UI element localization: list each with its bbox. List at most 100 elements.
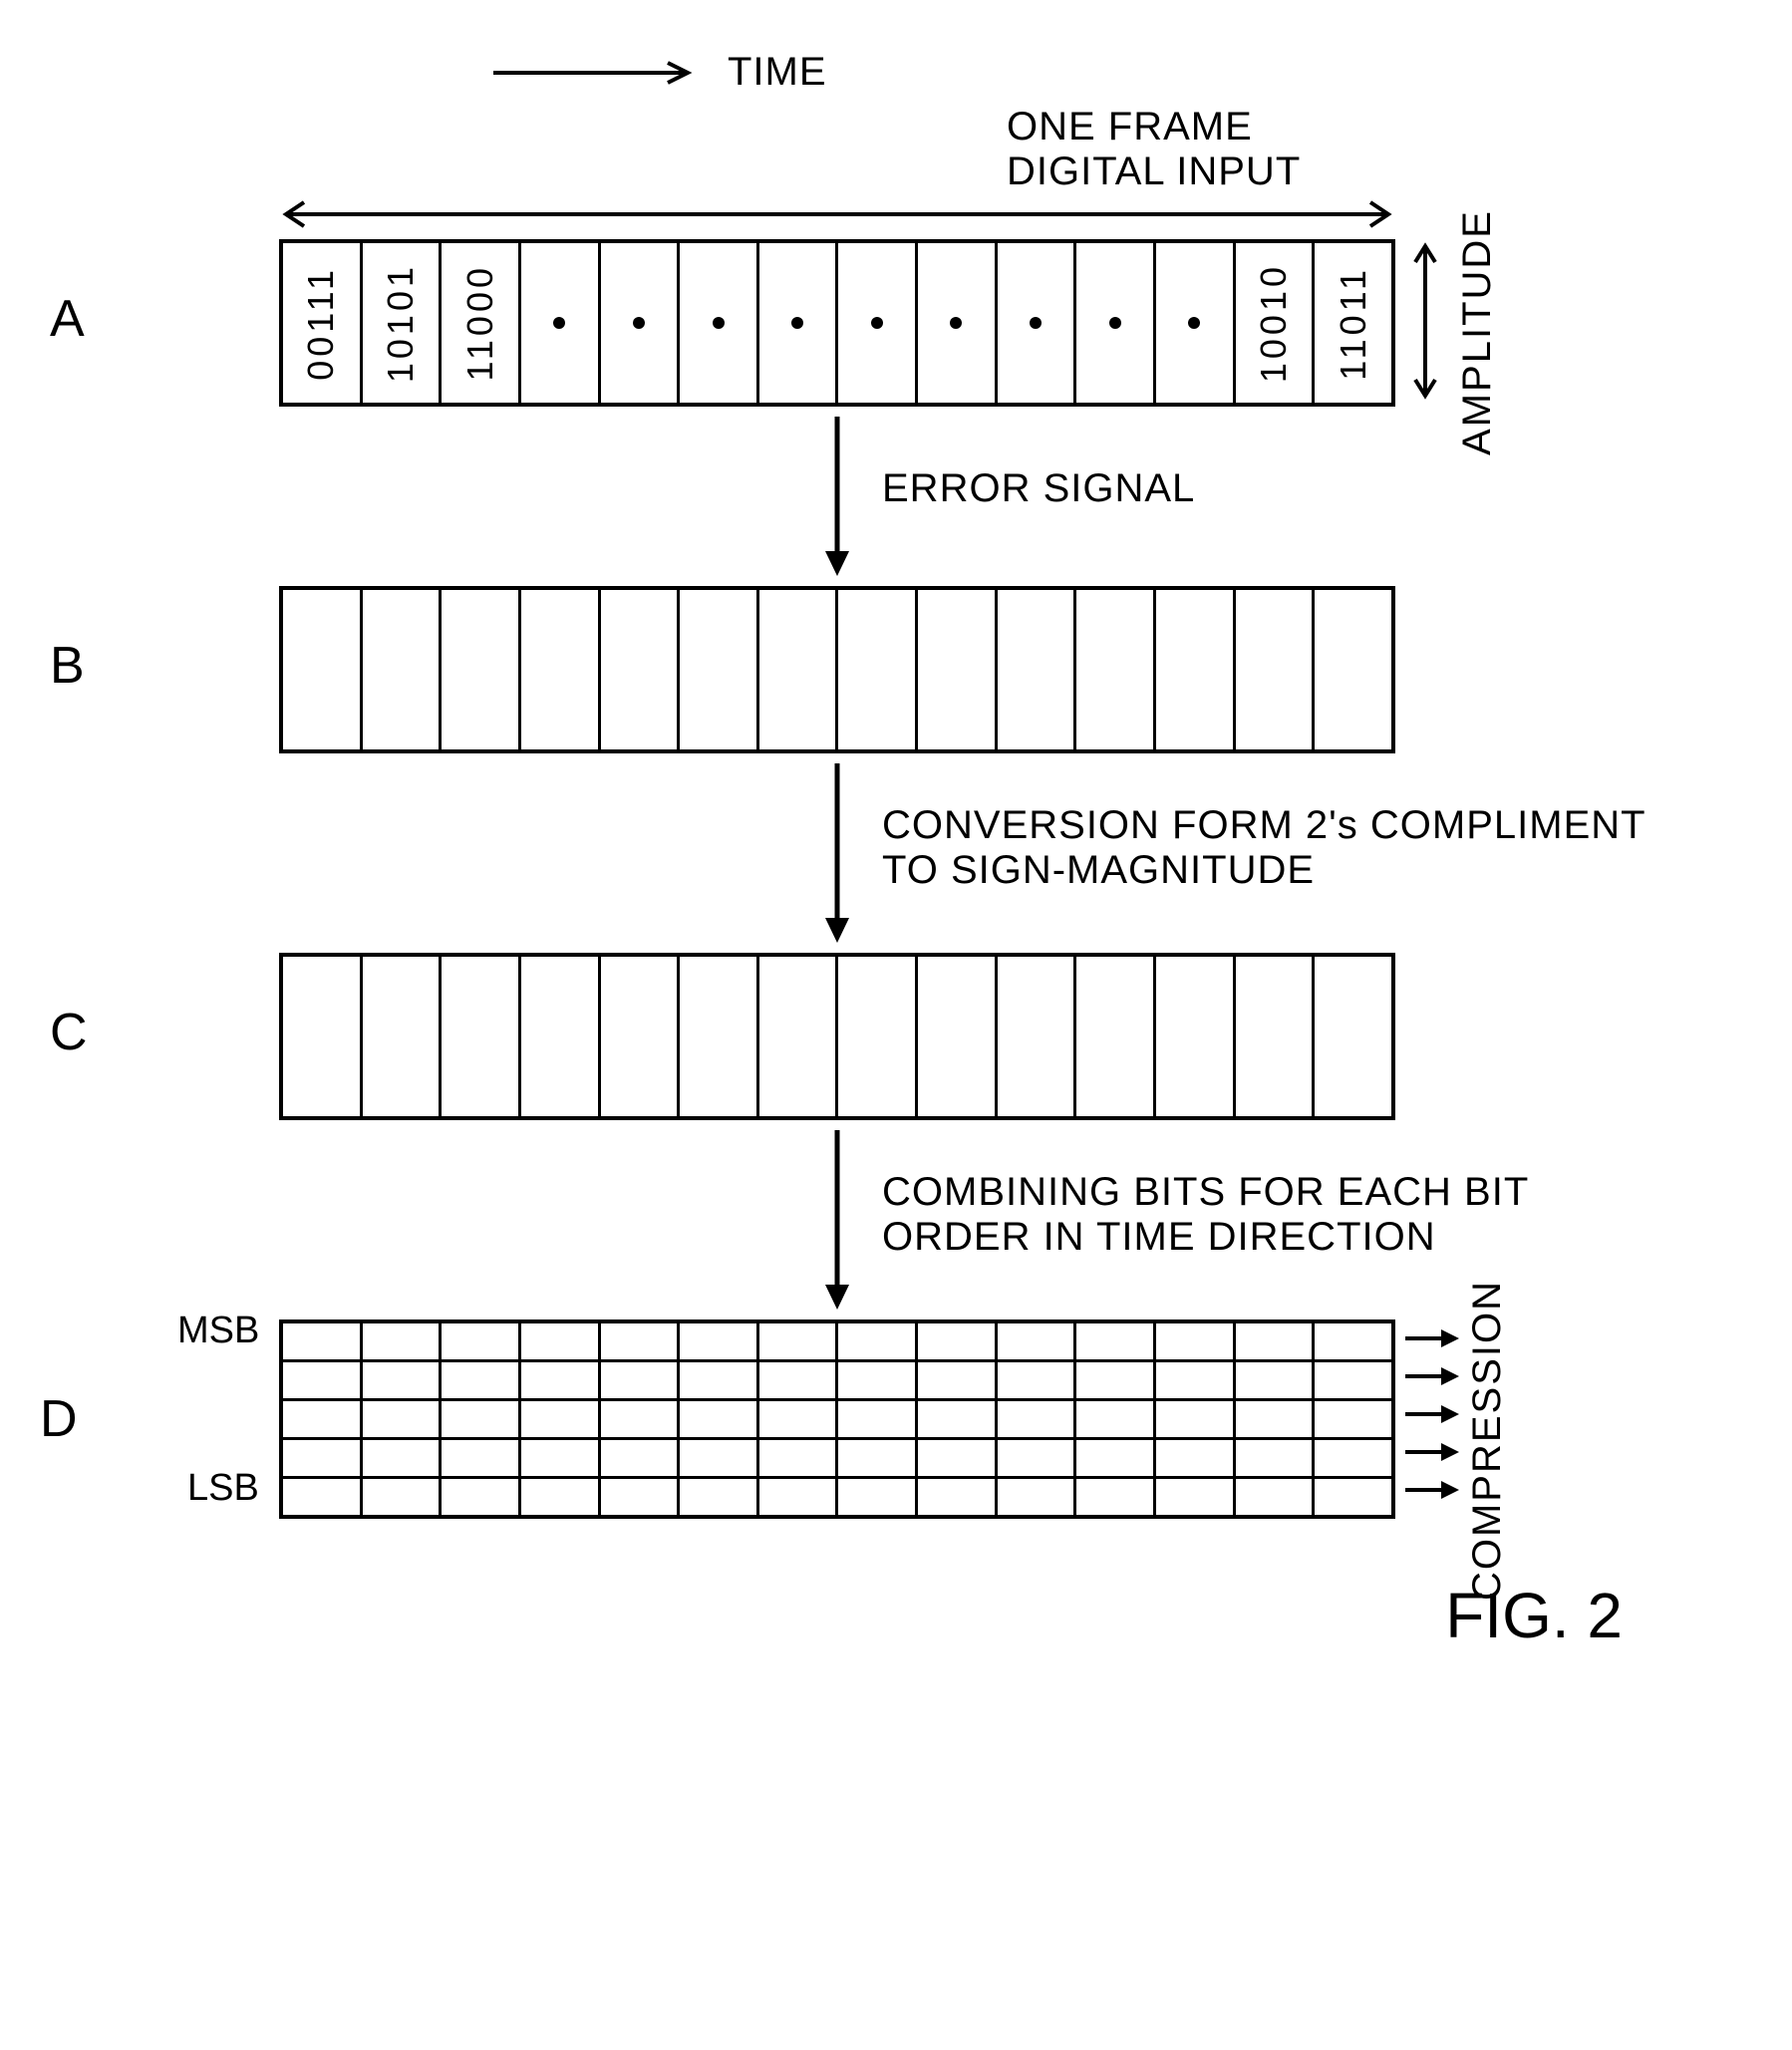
grid-cell [442, 1401, 521, 1437]
row-c-cell [998, 957, 1077, 1116]
row-c-cell [1236, 957, 1316, 1116]
arrow3-icon [817, 1125, 857, 1315]
arrow1-icon [817, 412, 857, 581]
grid-cell [1236, 1323, 1316, 1359]
grid-cell [442, 1479, 521, 1515]
row-c-cell [1076, 957, 1156, 1116]
grid-cell [759, 1440, 839, 1476]
row-a-cell [1076, 243, 1156, 403]
grid-cell [1156, 1401, 1236, 1437]
row-a-cell: 10101 [363, 243, 443, 403]
grid-cell [363, 1479, 443, 1515]
grid-cell [363, 1401, 443, 1437]
dot-icon [950, 317, 962, 329]
compression-arrows-group [1403, 1319, 1463, 1509]
grid-cell [442, 1362, 521, 1398]
grid-cell [1236, 1401, 1316, 1437]
grid-cell [601, 1479, 681, 1515]
row-b-cell [1076, 590, 1156, 749]
lsb-label: LSB [187, 1467, 259, 1510]
row-b-cell [363, 590, 443, 749]
row-a-letter: A [50, 289, 85, 349]
grid-cell [918, 1323, 998, 1359]
grid-cell [521, 1479, 601, 1515]
grid-cell [1315, 1362, 1391, 1398]
row-a-cell [918, 243, 998, 403]
grid-cell [1076, 1440, 1156, 1476]
grid-cell [1315, 1440, 1391, 1476]
row-c-cell [918, 957, 998, 1116]
row-c-cell [1315, 957, 1391, 1116]
dot-icon [1109, 317, 1121, 329]
grid-cell [1156, 1362, 1236, 1398]
grid-cell [998, 1440, 1077, 1476]
row-c-cell [1156, 957, 1236, 1116]
row-b-frame [279, 586, 1395, 753]
row-a-frame: 0011110101110001001011011 [279, 239, 1395, 407]
time-arrow-group: TIME [488, 50, 1742, 95]
grid-cell [601, 1440, 681, 1476]
grid-row-line [283, 1440, 1391, 1479]
compression-arrow-icon [1403, 1433, 1463, 1471]
grid-cell [442, 1440, 521, 1476]
grid-cell [680, 1362, 759, 1398]
grid-cell [521, 1323, 601, 1359]
grid-cell [1315, 1479, 1391, 1515]
row-b-letter: B [50, 636, 85, 696]
grid-cell [1236, 1440, 1316, 1476]
grid-row-line [283, 1401, 1391, 1440]
grid-cell [283, 1362, 363, 1398]
grid-cell [601, 1401, 681, 1437]
row-c-container: C [130, 953, 1742, 1120]
row-b-cell [521, 590, 601, 749]
grid-cell [918, 1362, 998, 1398]
row-a-cell: 10010 [1236, 243, 1316, 403]
row-c-cell [363, 957, 443, 1116]
compression-arrow-icon [1403, 1319, 1463, 1357]
row-a-cell [680, 243, 759, 403]
row-b-cell [283, 590, 363, 749]
row-a-cell: 11011 [1315, 243, 1391, 403]
arrow2-icon [817, 758, 857, 948]
row-b-cell [1236, 590, 1316, 749]
cell-binary-value: 00111 [300, 266, 342, 381]
arrow3-label-line2: ORDER IN TIME DIRECTION [882, 1215, 1529, 1260]
grid-cell [998, 1401, 1077, 1437]
frame-width-arrow-icon [274, 194, 1400, 234]
grid-cell [680, 1323, 759, 1359]
row-b-cell [1156, 590, 1236, 749]
grid-cell [1315, 1323, 1391, 1359]
cell-binary-value: 11011 [1333, 266, 1374, 381]
grid-cell [998, 1479, 1077, 1515]
grid-cell [521, 1440, 601, 1476]
grid-cell [283, 1440, 363, 1476]
grid-cell [838, 1401, 918, 1437]
row-c-cell [521, 957, 601, 1116]
grid-cell [680, 1440, 759, 1476]
grid-cell [680, 1401, 759, 1437]
grid-row-line [283, 1323, 1391, 1362]
arrow2-label-line1: CONVERSION FORM 2's COMPLIMENT [882, 803, 1646, 848]
grid-cell [283, 1401, 363, 1437]
grid-cell [1156, 1323, 1236, 1359]
row-c-cell [759, 957, 839, 1116]
row-b-cell [1315, 590, 1391, 749]
grid-cell [1076, 1362, 1156, 1398]
row-a-cell [838, 243, 918, 403]
arrow2-label-line2: TO SIGN-MAGNITUDE [882, 848, 1646, 893]
grid-cell [918, 1401, 998, 1437]
amplitude-arrow-icon [1405, 236, 1445, 406]
arrow1-group: ERROR SIGNAL [130, 407, 1742, 586]
grid-cell [759, 1323, 839, 1359]
grid-cell [601, 1362, 681, 1398]
compression-arrow-icon [1403, 1395, 1463, 1433]
figure-label: FIG. 2 [50, 1579, 1623, 1652]
grid-cell [521, 1362, 601, 1398]
dot-icon [633, 317, 645, 329]
grid-cell [998, 1323, 1077, 1359]
row-a-container: A 0011110101110001001011011 AMPLITUDE [130, 239, 1742, 407]
grid-cell [838, 1323, 918, 1359]
row-a-cell [601, 243, 681, 403]
row-c-cell [680, 957, 759, 1116]
frame-label-line1: ONE FRAME [1007, 105, 1742, 149]
